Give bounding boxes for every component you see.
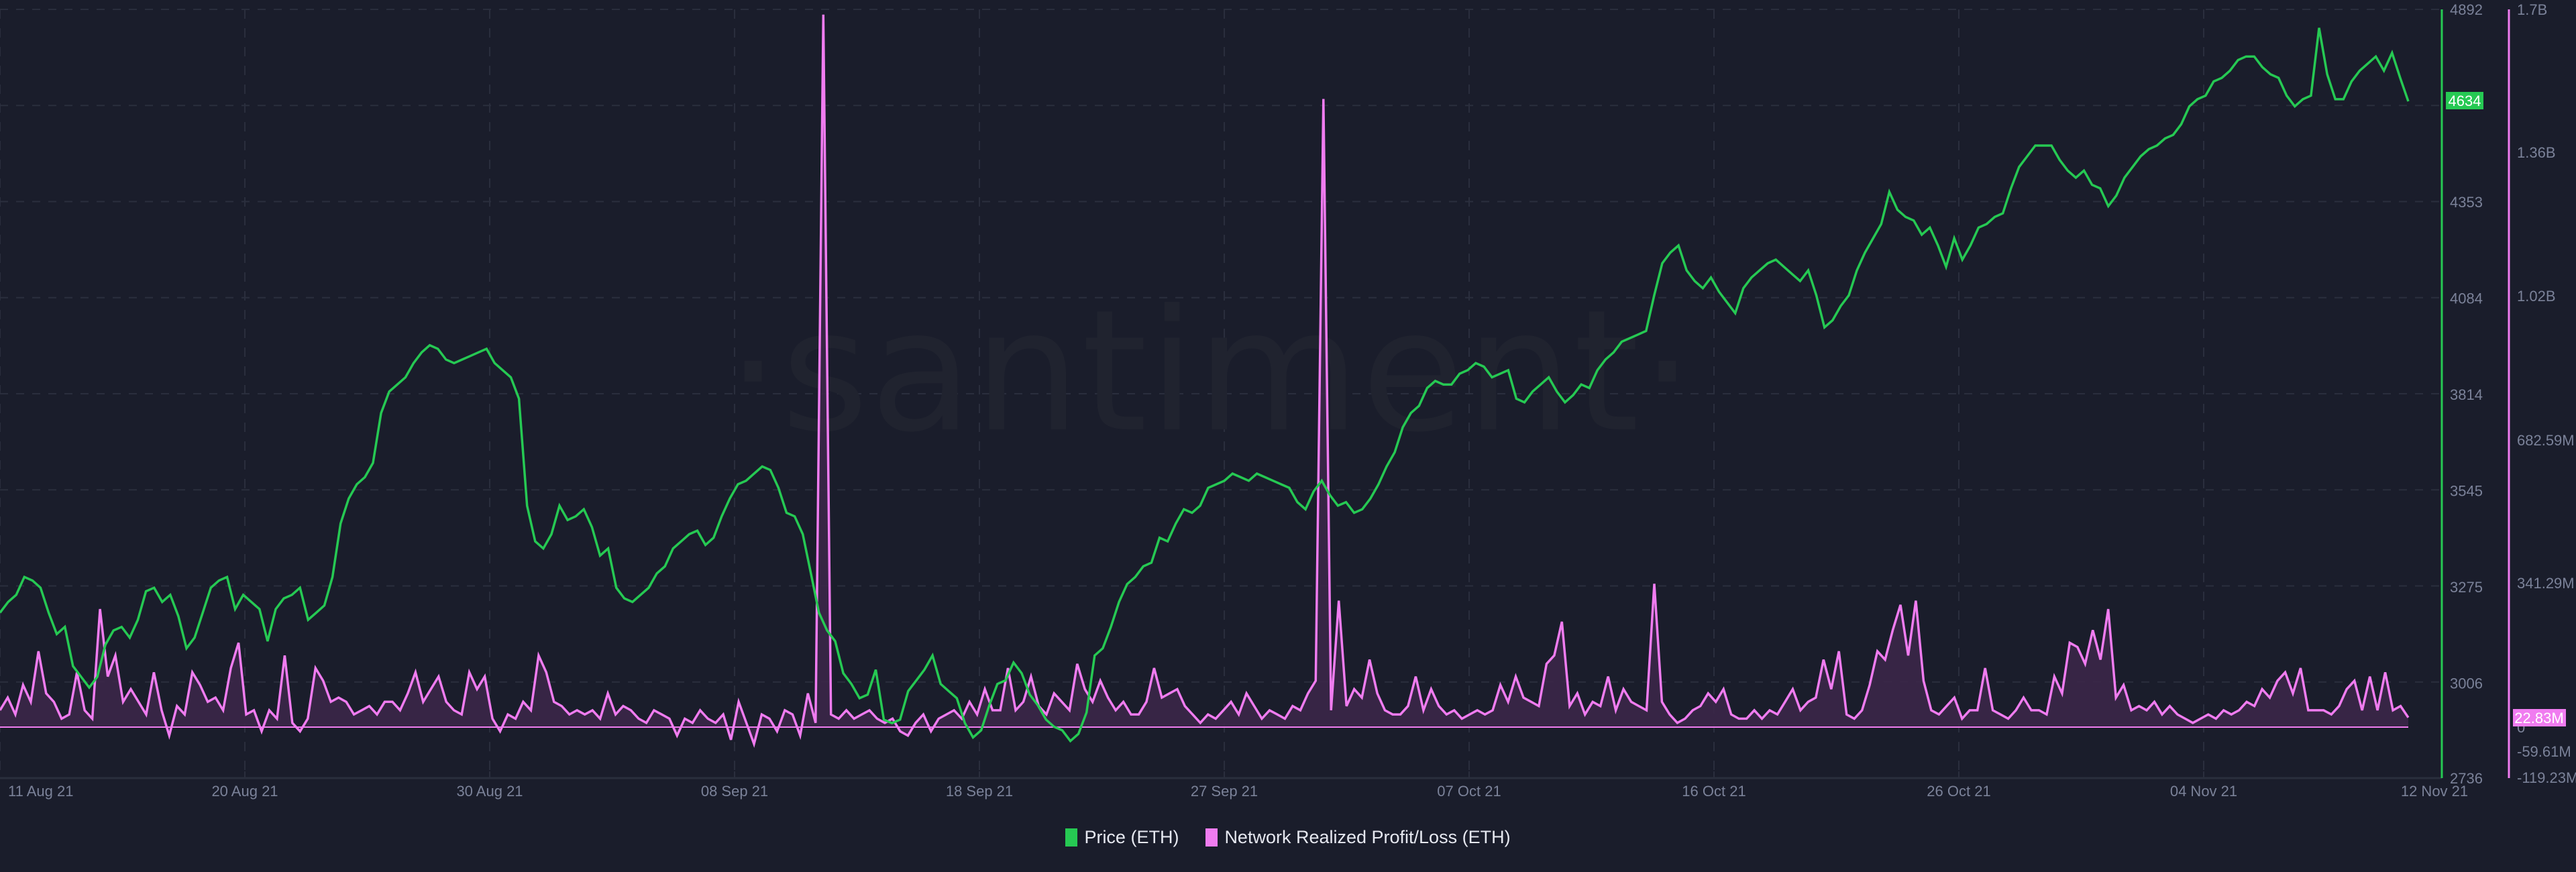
pnl-current-value: 22.83M [2514, 710, 2563, 726]
legend-label-pnl: Network Realized Profit/Loss (ETH) [1224, 827, 1511, 847]
pnl-tick-label: -59.61M [2517, 743, 2571, 760]
pnl-tick-label: 341.29M [2517, 575, 2575, 592]
pnl-current-badge [2513, 709, 2566, 726]
chart-legend: Price (ETH) Network Realized Profit/Loss… [0, 827, 2576, 848]
price-current-value: 4634 [2449, 93, 2481, 109]
grid-lines [0, 9, 2442, 778]
x-tick-label: 27 Sep 21 [1191, 783, 1258, 800]
price-series [0, 28, 2410, 743]
pnl-tick-label: 682.59M [2517, 432, 2575, 449]
x-tick-label: 18 Sep 21 [946, 783, 1013, 800]
pnl-swatch-icon [1205, 828, 1218, 847]
legend-item-price[interactable]: Price (ETH) [1065, 827, 1179, 848]
x-tick-label: 04 Nov 21 [2170, 783, 2237, 800]
price-tick-label: 3275 [2450, 579, 2483, 596]
price-tick-label: 3814 [2450, 386, 2483, 403]
price-tick-label: 4892 [2450, 1, 2483, 18]
x-tick-label: 30 Aug 21 [456, 783, 523, 800]
pnl-tick-label: 1.7B [2517, 1, 2547, 18]
x-tick-label: 11 Aug 21 [8, 783, 73, 800]
price-tick-label: 3006 [2450, 675, 2483, 692]
price-current-badge [2446, 92, 2483, 109]
legend-item-pnl[interactable]: Network Realized Profit/Loss (ETH) [1205, 827, 1511, 848]
legend-label-price: Price (ETH) [1084, 827, 1179, 847]
price-axis: 4892 4353 4084 3814 3545 3275 3006 2736 4634 [2446, 1, 2483, 787]
pnl-tick-label: -119.23M [2517, 769, 2576, 786]
price-tick-label: 3545 [2450, 483, 2483, 500]
pnl-axis: 1.7B1.36B1.02B682.59M341.29M0-59.61M-119… [2513, 1, 2576, 786]
x-tick-label: 16 Oct 21 [1682, 783, 1746, 800]
price-tick-label: 2736 [2450, 770, 2483, 787]
pnl-line [0, 14, 2410, 748]
axes [0, 9, 2510, 779]
pnl-tick-label: 1.02B [2517, 288, 2556, 305]
x-tick-label: 12 Nov 21 [2401, 783, 2468, 800]
price-swatch-icon [1065, 828, 1078, 847]
x-tick-label: 26 Oct 21 [1927, 783, 1990, 800]
price-tick-label: 4353 [2450, 194, 2483, 211]
price-tick-label: 4084 [2450, 290, 2483, 307]
pnl-series [0, 14, 2410, 748]
pnl-tick-label: 1.36B [2517, 144, 2556, 161]
santiment-watermark: ·santiment· [727, 274, 1695, 469]
x-tick-label: 07 Oct 21 [1437, 783, 1501, 800]
x-tick-label: 08 Sep 21 [701, 783, 768, 800]
x-tick-label: 20 Aug 21 [211, 783, 278, 800]
price-line [0, 28, 2410, 743]
x-axis: 11 Aug 21 20 Aug 21 30 Aug 21 08 Sep 21 18 S… [8, 771, 2468, 800]
